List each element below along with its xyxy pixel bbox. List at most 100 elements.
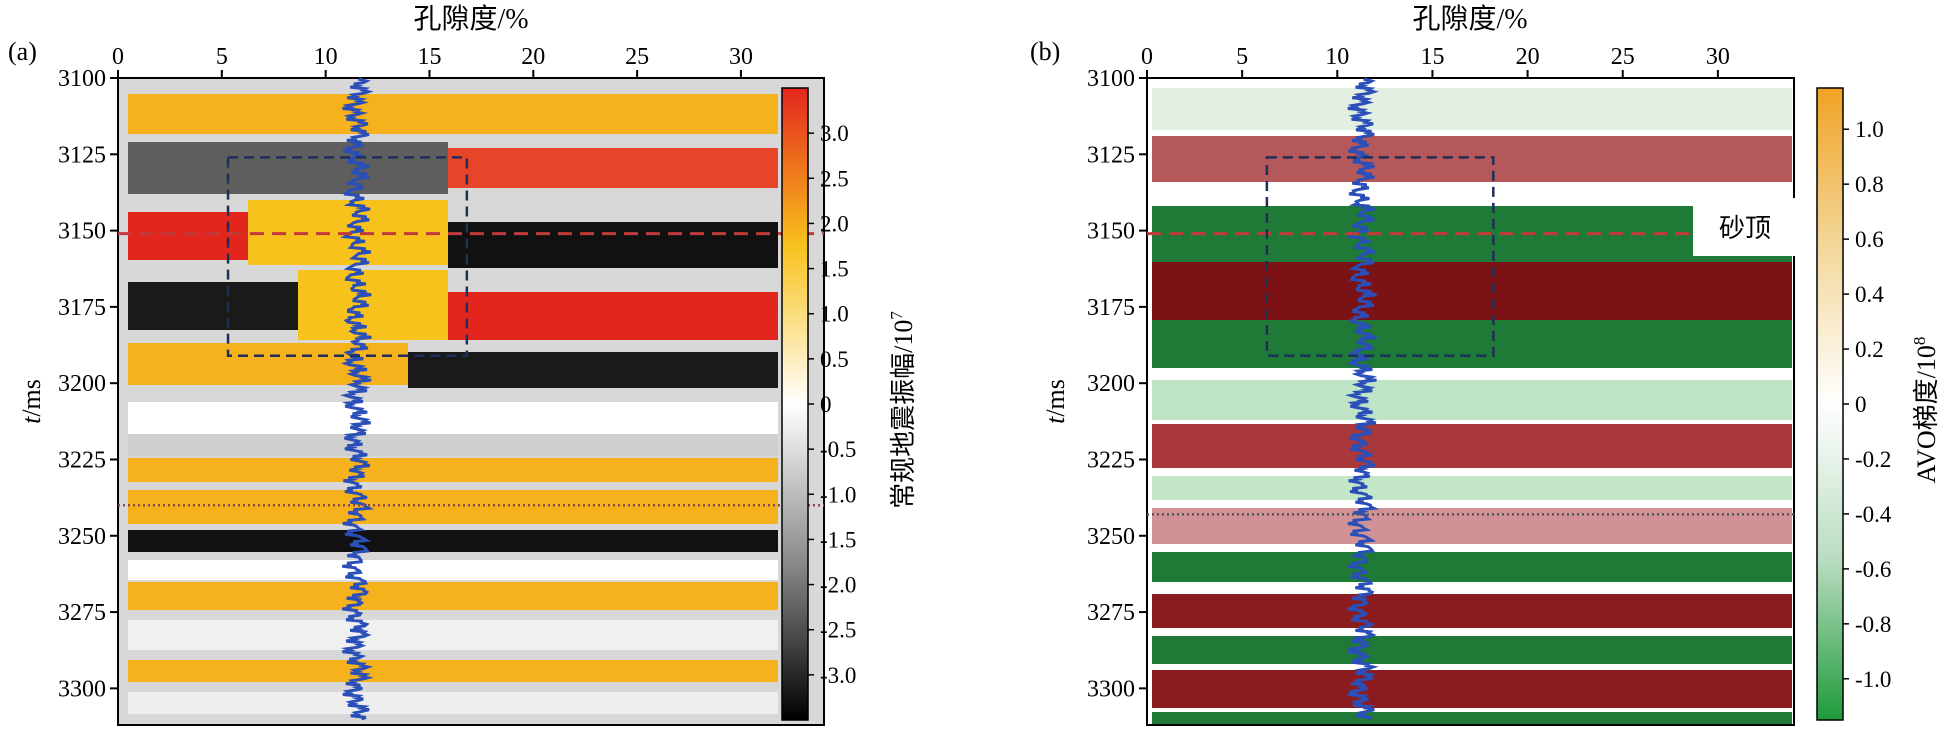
panel-b-band xyxy=(1152,320,1792,368)
panel-b-y-tick-label: 3300 xyxy=(1087,676,1135,702)
panel-a-band xyxy=(448,222,778,268)
panel-a-x-tick-label: 30 xyxy=(729,44,753,70)
panel-b-x-tick-label: 5 xyxy=(1236,44,1248,70)
panel-a-y-tick-label: 3225 xyxy=(58,447,106,473)
panel-a-colorbar-tick-label: 1.5 xyxy=(820,257,849,282)
panel-a-band xyxy=(448,292,778,340)
panel-b-band xyxy=(1152,88,1792,130)
panel-a-ylabel: t/ms xyxy=(17,379,46,424)
panel-b-heatmap xyxy=(1147,78,1794,725)
panel-b-colorbar-tick-label: -1.0 xyxy=(1855,667,1891,692)
panel-a-heatmap xyxy=(118,78,824,725)
panel-a-band xyxy=(408,352,778,388)
panel-b-y-tick-label: 3250 xyxy=(1087,524,1135,550)
panel-b-y-tick-label: 3175 xyxy=(1087,295,1135,321)
panel-b-band xyxy=(1152,262,1792,320)
panel-b-band xyxy=(1152,636,1792,664)
panel-b-ylabel-unit: /ms xyxy=(1041,379,1070,417)
panel-a-colorbar-tick-label: -2.0 xyxy=(820,573,856,598)
panel-b-y-tick-label: 3200 xyxy=(1087,371,1135,397)
panel-a-y-tick-label: 3200 xyxy=(58,371,106,397)
annotation-sand-top: 砂顶 xyxy=(1719,214,1771,243)
panel-b-x-tick-label: 10 xyxy=(1325,44,1349,70)
panel-a-colorbar-label: 常规地震振幅/107 xyxy=(887,311,918,509)
panel-a-x-tick-label: 20 xyxy=(521,44,545,70)
panel-a-band xyxy=(448,148,778,188)
panel-a-label: (a) xyxy=(8,37,37,66)
panel-a-xlabel: 孔隙度/% xyxy=(413,3,528,35)
panel-b-colorbar-label-exponent: 8 xyxy=(1910,337,1929,346)
panel-b-well-log xyxy=(1344,77,1380,721)
panel-a-x-tick-label: 15 xyxy=(417,44,441,70)
panel-a-colorbar-tick-label: 2.0 xyxy=(820,211,849,236)
panel-a-band xyxy=(128,620,778,650)
panel-a-colorbar-tick-label: 2.5 xyxy=(820,166,849,191)
panel-b-ylabel-symbol: t xyxy=(1041,416,1070,424)
panel-b-y-tick-label: 3150 xyxy=(1087,219,1135,245)
panel-a-colorbar-tick-label: -3.0 xyxy=(820,663,856,688)
panel-b-xlabel: 孔隙度/% xyxy=(1412,3,1527,35)
panel-b-colorbar-bar xyxy=(1816,87,1844,721)
panel-b-band xyxy=(1152,476,1792,500)
panel-b-band xyxy=(1152,594,1792,628)
panel-b-y-tick-label: 3100 xyxy=(1087,66,1135,92)
panel-b-colorbar-tick-label: -0.4 xyxy=(1855,502,1892,527)
panel-a-colorbar-bar xyxy=(781,87,809,721)
panel-a-band xyxy=(298,270,448,340)
panel-b-band xyxy=(1152,424,1792,468)
panel-b-band xyxy=(1152,136,1792,182)
panel-b-colorbar-tick-label: 1.0 xyxy=(1855,117,1884,142)
panel-b-band xyxy=(1152,552,1792,582)
panel-b-colorbar-tick-label: -0.8 xyxy=(1855,612,1891,637)
panel-a-colorbar-tick-label: 3.0 xyxy=(820,121,849,146)
panel-b-band xyxy=(1152,712,1792,724)
panel-a-band xyxy=(128,582,778,610)
panel-b-y-tick-label: 3225 xyxy=(1087,447,1135,473)
panel-b-colorbar-tick-label: -0.6 xyxy=(1855,557,1891,582)
panel-a-band xyxy=(128,142,448,194)
panel-a-frame xyxy=(117,77,825,726)
panel-b-colorbar-tick-label: 0.8 xyxy=(1855,172,1884,197)
panel-a-highlight-box xyxy=(226,156,469,357)
panel-b-x-tick-label: 30 xyxy=(1706,44,1730,70)
panel-b-colorbar-label-text: AVO梯度/10 xyxy=(1912,345,1941,483)
panel-b-x-tick-label: 25 xyxy=(1611,44,1635,70)
panel-a-ylabel-symbol: t xyxy=(17,416,46,424)
panel-a-colorbar-tick-label: 0 xyxy=(820,392,832,417)
panel-a-y-tick-label: 3175 xyxy=(58,295,106,321)
panel-b-colorbar-tick-label: 0.2 xyxy=(1855,337,1884,362)
panel-a-y-tick-label: 3150 xyxy=(58,219,106,245)
panel-a-overlays xyxy=(118,77,824,721)
panel-a-colorbar-tick-label: -0.5 xyxy=(820,437,856,462)
panel-a-colorbar-tick-label: -1.0 xyxy=(820,482,856,507)
panel-b-x-tick-label: 15 xyxy=(1420,44,1444,70)
panel-b-frame xyxy=(1146,77,1795,726)
panel-b-band xyxy=(1152,670,1792,708)
panel-a-y-tick-label: 3250 xyxy=(58,524,106,550)
panel-b-ylabel: t/ms xyxy=(1041,379,1070,424)
panel-a-band xyxy=(128,434,778,456)
panel-a-x-tick-label: 25 xyxy=(625,44,649,70)
panel-a-band xyxy=(128,94,778,134)
annotation-box xyxy=(1693,198,1797,256)
panel-a-band xyxy=(128,530,778,552)
panel-b-y-tick-label: 3275 xyxy=(1087,600,1135,626)
panel-a-y-tick-label: 3125 xyxy=(58,142,106,168)
panel-a-band xyxy=(128,282,298,330)
panel-b-colorbar-tick-label: 0 xyxy=(1855,392,1867,417)
panel-a-colorbar-tick-label: 1.0 xyxy=(820,302,849,327)
panel-a-colorbar: 常规地震振幅/107 3.0 2.5 2.0 1.5 1.0 0.5 0 -0.5 -1.0 -1… xyxy=(781,87,918,721)
panel-a-x-tick-label: 10 xyxy=(314,44,338,70)
panel-a-band xyxy=(128,212,248,260)
panel-a-colorbar-tick-label: -1.5 xyxy=(820,527,856,552)
panel-b-colorbar-tick-label: 0.4 xyxy=(1855,282,1884,307)
panel-b-annotation: 砂顶 xyxy=(1693,198,1797,256)
panel-b-colorbar-tick-label: -0.2 xyxy=(1855,447,1891,472)
panel-b-colorbar-label: AVO梯度/108 xyxy=(1910,337,1941,484)
panel-a-colorbar-tick-label: -2.5 xyxy=(820,618,856,643)
panel-b-y-tick-label: 3125 xyxy=(1087,142,1135,168)
panel-a-axes: 0 5 10 15 20 25 30 3100 3125 3150 3175 3200 3225 3250… xyxy=(17,44,753,702)
panel-a: (a) 孔隙度/% xyxy=(8,3,918,726)
